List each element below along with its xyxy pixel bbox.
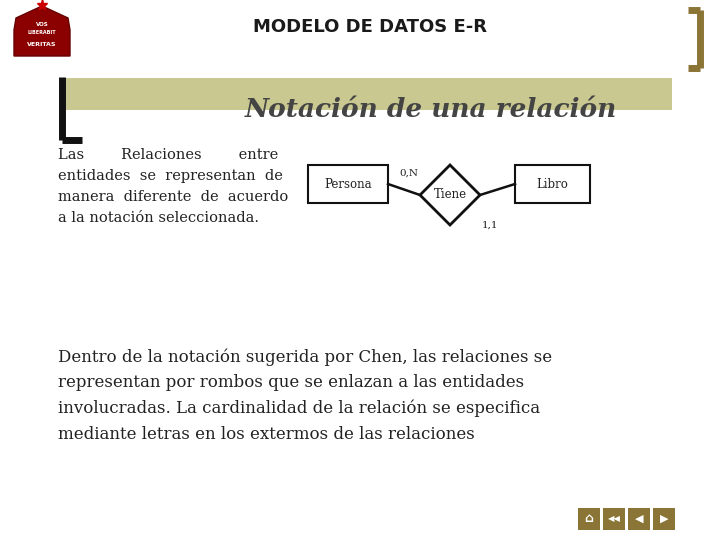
Bar [628,508,650,530]
Text: ▶: ▶ [660,514,668,524]
Text: Tiene: Tiene [433,188,467,201]
Text: Dentro de la notación sugerida por Chen, las relaciones se
representan por rombo: Dentro de la notación sugerida por Chen,… [58,348,552,443]
Text: Libro: Libro [536,178,568,191]
Bar [515,165,590,203]
Text: LIBERABIT: LIBERABIT [27,30,56,35]
Text: ⌂: ⌂ [585,512,593,525]
Text: 0,N: 0,N [399,169,418,178]
Text: ◀: ◀ [635,514,643,524]
Text: Las        Relaciones        entre
entidades  se  representan  de
manera  difere: Las Relaciones entre entidades se repres… [58,148,288,226]
Text: VERITAS: VERITAS [27,42,57,46]
Text: Persona: Persona [324,178,372,191]
Text: ◀◀: ◀◀ [608,515,621,523]
Text: MODELO DE DATOS E-R: MODELO DE DATOS E-R [253,18,487,36]
Text: VOS: VOS [35,22,48,26]
Bar [62,78,672,110]
Bar [578,508,600,530]
Bar [308,165,388,203]
Polygon shape [14,6,70,56]
Text: 1,1: 1,1 [482,221,498,230]
Text: Notación de una relación: Notación de una relación [245,97,617,122]
Bar [653,508,675,530]
Bar [603,508,625,530]
Polygon shape [420,165,480,225]
